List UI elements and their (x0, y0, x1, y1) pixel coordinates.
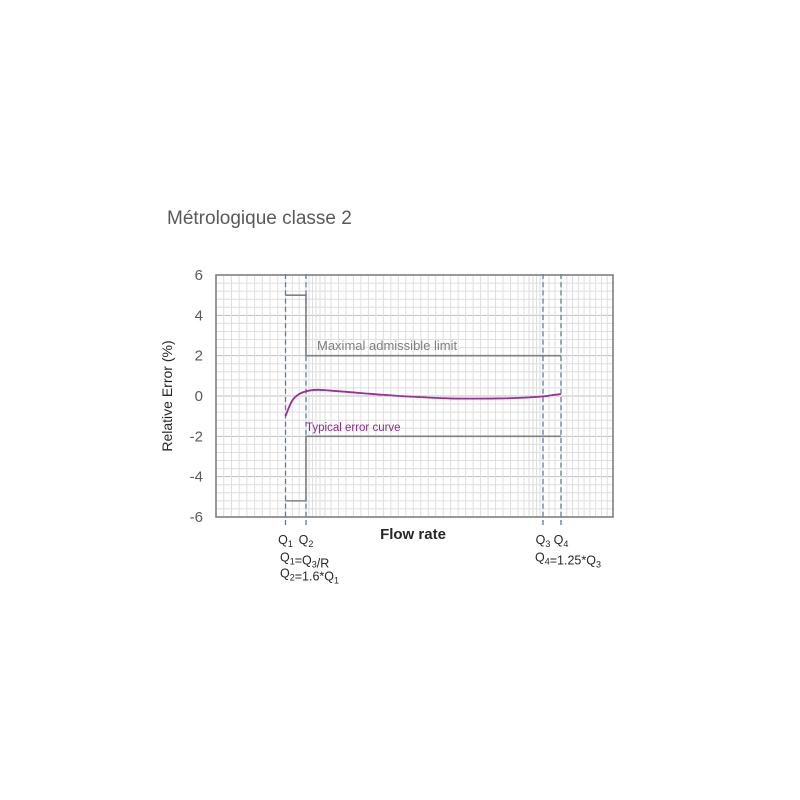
svg-text:-2: -2 (190, 428, 203, 445)
svg-text:0: 0 (195, 388, 203, 405)
svg-text:Q1: Q1 (278, 533, 293, 549)
svg-text:6: 6 (195, 267, 203, 284)
svg-text:-4: -4 (190, 469, 203, 486)
svg-text:Q4=1.25*Q3: Q4=1.25*Q3 (535, 551, 601, 570)
svg-text:Q3: Q3 (536, 533, 551, 549)
svg-text:Maximal admissible limit: Maximal admissible limit (317, 338, 458, 353)
svg-text:4: 4 (195, 307, 203, 324)
svg-text:Q4: Q4 (554, 533, 569, 549)
svg-text:-6: -6 (190, 509, 203, 526)
svg-text:2: 2 (195, 348, 203, 365)
svg-text:Q2: Q2 (299, 533, 314, 549)
svg-text:Q2=1.6*Q1: Q2=1.6*Q1 (280, 567, 339, 586)
svg-text:Typical error curve: Typical error curve (306, 422, 401, 434)
svg-text:Relative Error (%): Relative Error (%) (159, 340, 175, 451)
svg-text:Flow rate: Flow rate (380, 526, 446, 543)
